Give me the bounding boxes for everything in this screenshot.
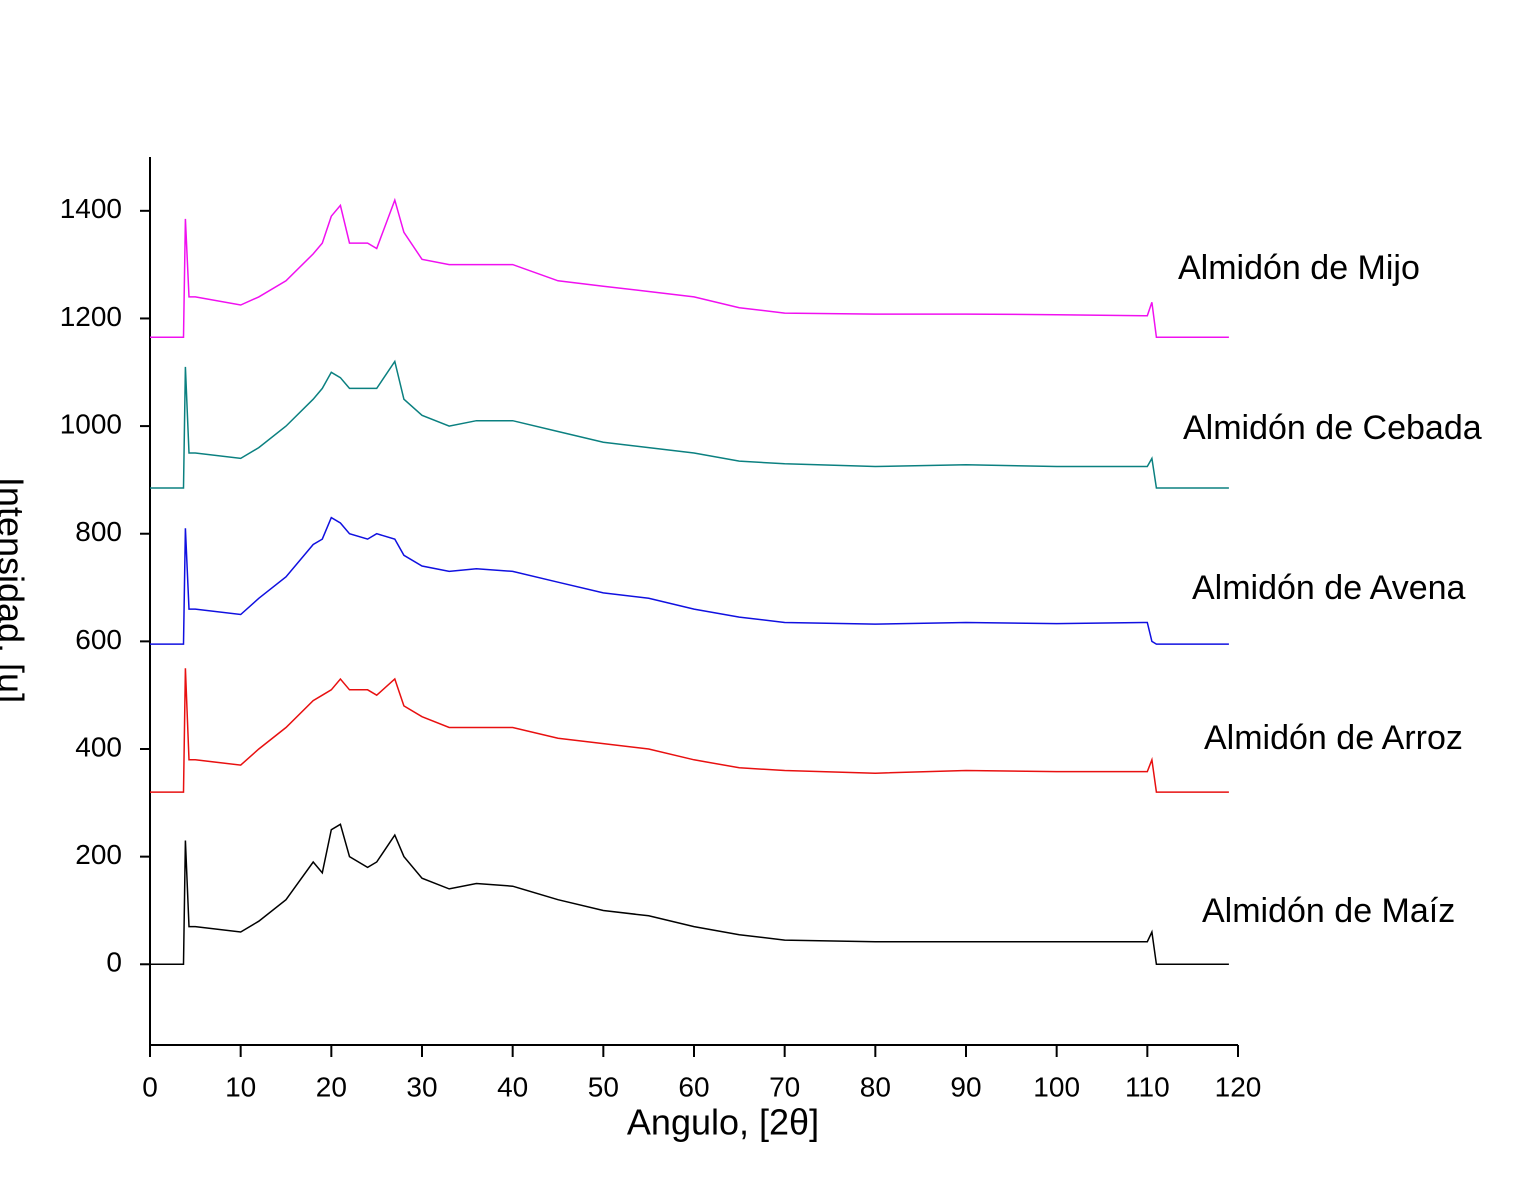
x-tick-label: 120 — [1215, 1071, 1262, 1102]
x-tick-label: 60 — [678, 1071, 709, 1102]
y-tick-label: 0 — [106, 947, 122, 978]
x-tick-label: 10 — [225, 1071, 256, 1102]
x-tick-label: 20 — [316, 1071, 347, 1102]
y-tick-label: 1200 — [60, 301, 122, 332]
x-tick-label: 70 — [769, 1071, 800, 1102]
y-tick-label: 1400 — [60, 193, 122, 224]
x-axis-label: Angulo, [2θ] — [627, 1102, 819, 1143]
y-tick-label: 1000 — [60, 408, 122, 439]
x-tick-label: 100 — [1033, 1071, 1080, 1102]
series-line — [150, 516, 1229, 645]
x-tick-label: 0 — [142, 1071, 158, 1102]
series-line — [150, 668, 1229, 793]
series-label: Almidón de Maíz — [1202, 892, 1455, 930]
series-line — [150, 197, 1229, 339]
y-tick-label: 600 — [75, 624, 122, 655]
x-tick-label: 50 — [588, 1071, 619, 1102]
y-tick-label: 200 — [75, 839, 122, 870]
series-label: Almidón de Mijo — [1178, 249, 1420, 287]
series-label: Almidón de Avena — [1192, 569, 1466, 607]
x-tick-label: 80 — [860, 1071, 891, 1102]
y-tick-label: 400 — [75, 731, 122, 762]
x-tick-label: 110 — [1125, 1071, 1170, 1102]
series-label: Almidón de Arroz — [1204, 719, 1463, 757]
x-tick-label: 30 — [406, 1071, 437, 1102]
series-label: Almidón de Cebada — [1183, 409, 1482, 447]
y-tick-label: 800 — [75, 516, 122, 547]
x-tick-label: 90 — [950, 1071, 981, 1102]
series-line — [150, 823, 1229, 966]
x-tick-label: 40 — [497, 1071, 528, 1102]
y-axis-label: Intensidad, [u] — [0, 477, 31, 703]
series-line — [150, 359, 1229, 489]
